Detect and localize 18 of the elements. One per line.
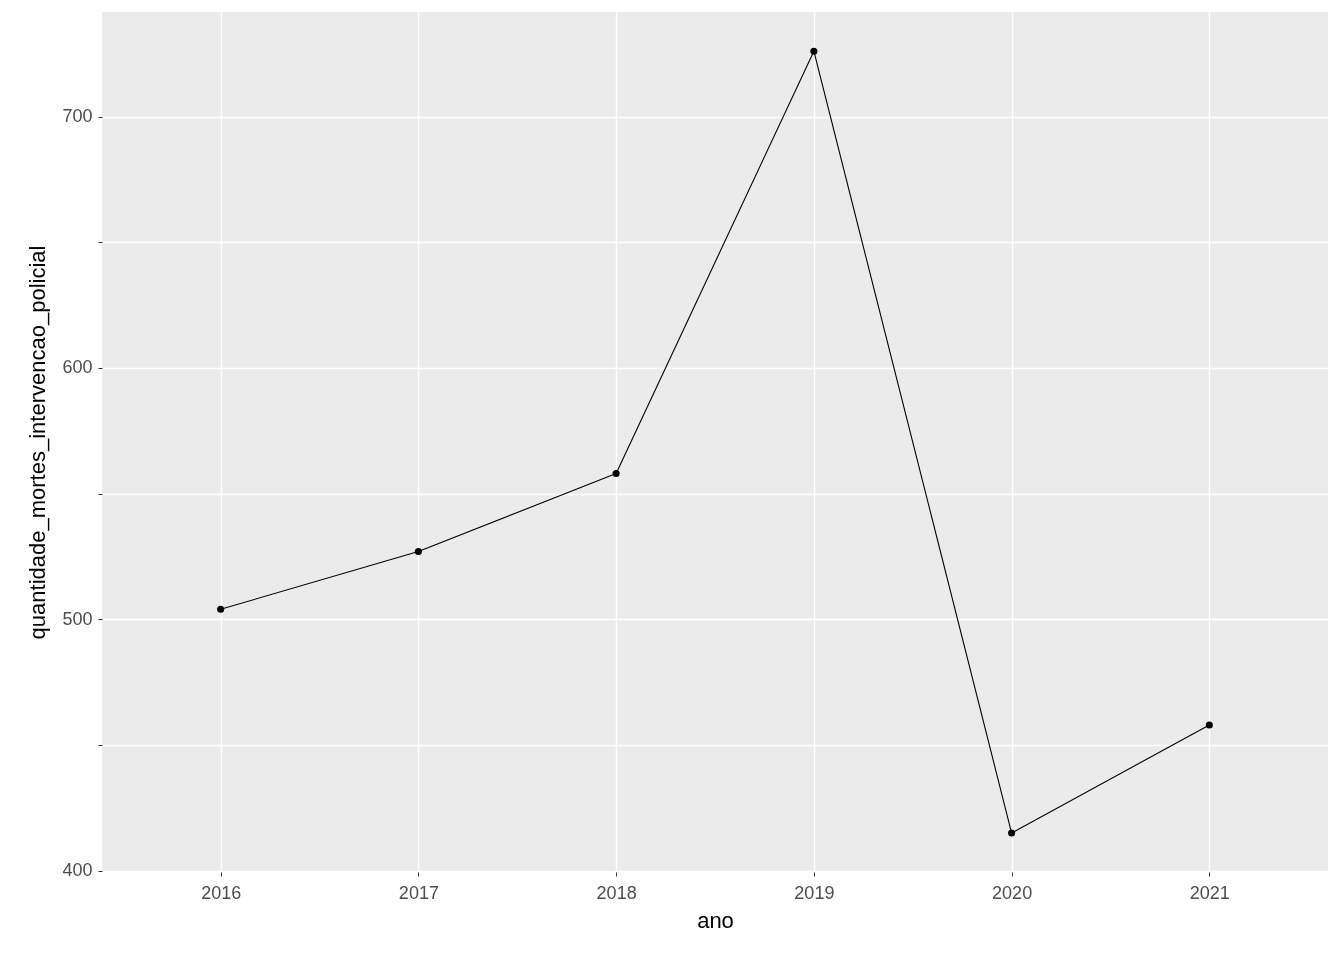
point — [1008, 829, 1016, 837]
x-axis-title: ano — [697, 907, 734, 933]
y-tick-label: 700 — [62, 106, 93, 127]
x-tick-label: 2019 — [794, 882, 835, 903]
point — [1205, 721, 1213, 729]
x-tick-label: 2016 — [201, 882, 242, 903]
x-tick-label: 2020 — [992, 882, 1033, 903]
y-tick-label: 500 — [62, 608, 93, 629]
y-tick-label: 600 — [62, 357, 93, 378]
point — [810, 47, 818, 55]
y-tick-label: 400 — [62, 860, 93, 881]
point — [414, 547, 422, 556]
x-tick-label: 2018 — [596, 882, 637, 903]
x-tick-label: 2021 — [1189, 882, 1230, 903]
point — [217, 605, 225, 613]
x-tick-label: 2017 — [398, 882, 439, 903]
y-axis-title: quantidade_mortes_intervencao_policial — [25, 245, 51, 640]
point — [612, 470, 620, 478]
